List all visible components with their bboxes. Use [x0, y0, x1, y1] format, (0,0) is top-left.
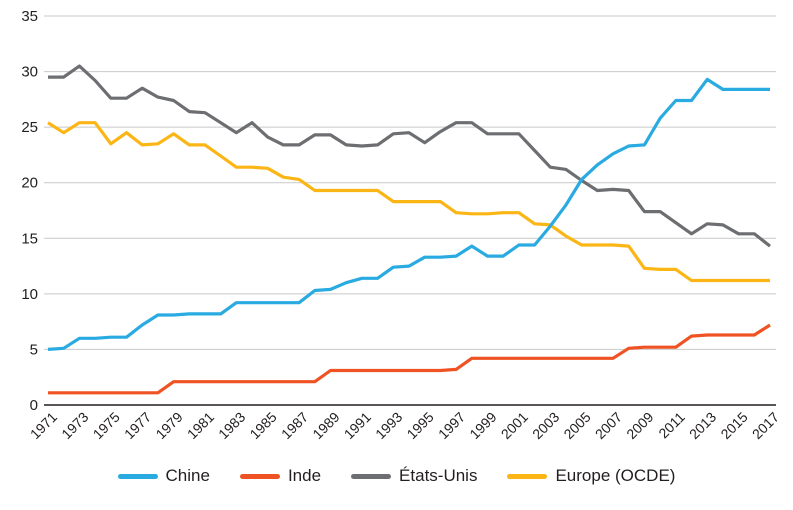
legend-item-chine: Chine — [117, 466, 210, 486]
y-axis-label: 10 — [21, 286, 38, 303]
legend-label: Europe (OCDE) — [555, 466, 676, 485]
legend-swatch-inde — [239, 473, 280, 479]
legend-item-europe-ocde: Europe (OCDE) — [507, 466, 675, 486]
y-axis-label: 5 — [30, 341, 38, 358]
x-axis-label: 1979 — [152, 409, 185, 442]
x-axis-label: 2015 — [717, 409, 750, 442]
x-axis-label: 1985 — [246, 409, 279, 442]
legend-swatch-chine — [117, 473, 158, 479]
y-axis-label: 20 — [21, 175, 38, 192]
x-axis-label: 1993 — [372, 409, 405, 442]
x-axis-label: 1995 — [403, 409, 436, 442]
x-axis-label: 1987 — [278, 409, 311, 442]
y-axis-label: 15 — [21, 230, 38, 247]
legend-swatch-etats-unis — [351, 473, 392, 479]
series-line-etats-unis — [48, 64, 771, 248]
x-axis-label: 2013 — [686, 409, 719, 442]
x-axis-label: 2005 — [560, 409, 593, 442]
x-axis-label: 1977 — [121, 409, 154, 442]
x-axis-label: 1989 — [309, 409, 342, 442]
y-axis-label: 0 — [30, 397, 38, 414]
x-axis-label: 1973 — [58, 409, 91, 442]
legend-item-inde: Inde — [239, 466, 322, 486]
y-axis-label: 25 — [21, 119, 38, 136]
legend: Chine Inde États-Unis Europe (OCDE) — [0, 466, 793, 486]
x-axis-label: 1991 — [341, 409, 374, 442]
legend-label: États-Unis — [399, 466, 478, 485]
legend-swatch-europe-ocde — [507, 473, 548, 479]
x-axis-label: 1997 — [435, 409, 468, 442]
x-axis-label: 1981 — [184, 409, 217, 442]
legend-label: Chine — [165, 466, 210, 485]
x-axis-label: 2007 — [592, 409, 625, 442]
x-axis-label: 1999 — [466, 409, 499, 442]
x-axis-label: 2011 — [655, 409, 688, 442]
series-line-chine — [47, 77, 770, 351]
x-axis-label: 1983 — [215, 409, 248, 442]
legend-item-etats-unis: États-Unis — [351, 466, 477, 486]
x-axis-label: 2009 — [623, 409, 656, 442]
y-axis-label: 30 — [21, 64, 38, 81]
y-axis-label: 35 — [21, 8, 38, 25]
legend-label: Inde — [287, 466, 322, 485]
x-axis-label: 1975 — [90, 409, 123, 442]
series-line-inde — [48, 323, 771, 395]
x-axis-label: 2001 — [498, 409, 531, 442]
x-axis-label: 2003 — [529, 409, 562, 442]
x-axis-label: 2017 — [749, 409, 782, 442]
series-line-europe-ocde — [47, 121, 770, 283]
